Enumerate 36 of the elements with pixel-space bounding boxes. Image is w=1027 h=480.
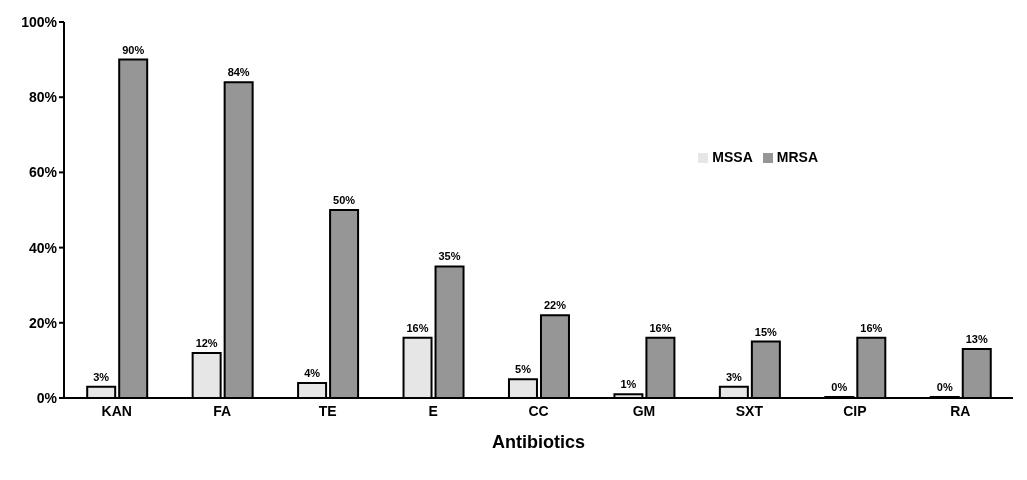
data-label: 4% xyxy=(304,366,321,379)
y-tick-label: 80% xyxy=(28,89,58,106)
data-label: 0% xyxy=(936,381,953,393)
data-label: 3% xyxy=(93,370,110,383)
data-label: 1% xyxy=(620,378,637,391)
x-tick-label: GM xyxy=(632,402,656,419)
x-tick-label: TE xyxy=(318,402,337,419)
data-label: 0% xyxy=(831,381,848,393)
data-label: 13% xyxy=(965,333,988,346)
x-tick-label: E xyxy=(428,402,438,419)
x-axis-title: Antibiotics xyxy=(492,432,585,452)
data-label: 12% xyxy=(195,336,218,349)
data-label: 16% xyxy=(860,321,883,334)
y-tick-label: 100% xyxy=(21,13,58,30)
x-tick-label: CC xyxy=(528,402,549,419)
data-label: 15% xyxy=(754,325,778,338)
x-tick-label: CIP xyxy=(843,402,867,419)
y-tick-label: 40% xyxy=(28,239,58,256)
x-tick-label: RA xyxy=(950,402,971,419)
data-label: 35% xyxy=(438,250,461,263)
data-label: 84% xyxy=(227,66,250,79)
data-label: 90% xyxy=(122,43,145,56)
data-label: 50% xyxy=(333,194,356,206)
data-label: 5% xyxy=(515,363,532,376)
legend-label: MRSA xyxy=(776,149,818,165)
x-tick-label: KAN xyxy=(101,402,132,419)
data-label: 22% xyxy=(543,299,567,312)
x-tick-label: FA xyxy=(213,402,232,419)
y-tick-label: 20% xyxy=(28,314,58,331)
data-label: 3% xyxy=(725,370,743,383)
y-tick-label: 0% xyxy=(36,389,58,406)
data-label: 16% xyxy=(649,321,672,334)
y-tick-label: 60% xyxy=(28,164,58,181)
legend-label: MSSA xyxy=(712,149,753,165)
data-label: 16% xyxy=(406,321,429,334)
x-tick-label: SXT xyxy=(735,402,764,419)
